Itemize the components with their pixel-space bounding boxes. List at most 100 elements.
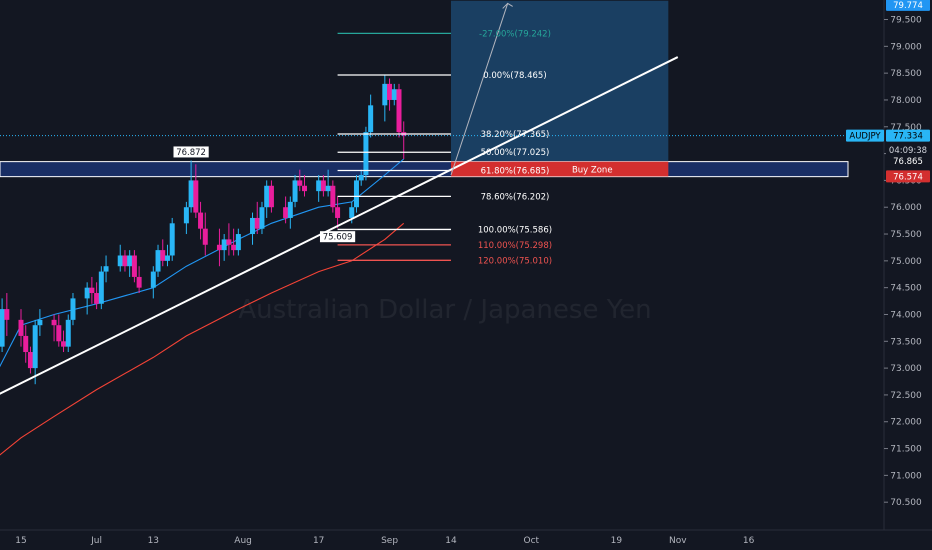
price-tick-label: 74.500 bbox=[890, 284, 922, 294]
candle-body bbox=[268, 185, 274, 208]
candle-body bbox=[51, 319, 57, 326]
target-box-layer bbox=[450, 0, 669, 177]
price-tag-label: 77.334 bbox=[893, 132, 923, 142]
candle-body bbox=[0, 309, 5, 347]
buy-zone[interactable] bbox=[450, 161, 669, 177]
projection-arrow[interactable] bbox=[450, 3, 509, 176]
price-tag-label: 79.774 bbox=[893, 1, 923, 11]
fib-level-label: 110.00%(75.298) bbox=[478, 241, 552, 251]
chart-watermark: Australian Dollar / Japanese Yen bbox=[238, 295, 651, 325]
candle-body bbox=[254, 217, 260, 229]
candle-body bbox=[84, 287, 90, 299]
time-tick-label: 15 bbox=[15, 536, 26, 546]
candle-body bbox=[363, 132, 369, 176]
fib-level-label: 100.00%(75.586) bbox=[478, 225, 552, 235]
time-tick-label: Sep bbox=[381, 536, 398, 546]
candle-body bbox=[160, 250, 166, 261]
target-box[interactable] bbox=[450, 0, 669, 177]
moving-average-slow bbox=[0, 222, 405, 456]
candle-body bbox=[264, 185, 270, 208]
candle-body bbox=[188, 180, 194, 208]
price-annotation-label: 76.872 bbox=[176, 148, 206, 158]
candle-body bbox=[89, 287, 95, 294]
price-tag-label: 76.574 bbox=[893, 172, 923, 182]
candle-body bbox=[325, 185, 331, 192]
price-tick-label: 78.500 bbox=[890, 69, 922, 79]
trendline[interactable] bbox=[0, 56, 679, 395]
price-tag bbox=[886, 143, 930, 156]
price-tick-label: 75.500 bbox=[890, 230, 922, 240]
price-annotation-box bbox=[319, 231, 356, 243]
price-tag-label: 76.865 bbox=[893, 157, 923, 167]
trendline-layer[interactable] bbox=[0, 2, 679, 395]
fib-level-label: -27.00%(79.242) bbox=[479, 29, 551, 39]
candle-body bbox=[330, 185, 336, 208]
price-tick-label: 73.000 bbox=[890, 364, 922, 374]
candle-body bbox=[302, 185, 307, 192]
price-annotation-label: 75.609 bbox=[323, 233, 353, 243]
fib-level-label: 38.20%(77.365) bbox=[481, 130, 550, 140]
price-tick-label: 71.000 bbox=[890, 471, 922, 481]
candle-body bbox=[391, 89, 397, 100]
price-axis-background[interactable] bbox=[884, 0, 932, 550]
projection-arrow-head bbox=[502, 2, 513, 9]
price-tag bbox=[886, 0, 930, 11]
candle-body bbox=[131, 255, 137, 277]
candle-body bbox=[226, 239, 232, 245]
candle-body bbox=[316, 180, 322, 192]
buy-zone-label: Buy Zone bbox=[572, 166, 613, 176]
candle-body bbox=[37, 319, 43, 326]
candles-layer bbox=[0, 75, 407, 385]
candle-body bbox=[164, 255, 170, 261]
candle-body bbox=[169, 223, 175, 256]
time-tick-label: Nov bbox=[669, 536, 687, 546]
price-tag bbox=[886, 154, 930, 167]
fib-level-label: 61.80%(76.685) bbox=[481, 166, 550, 176]
price-tick-label: 72.000 bbox=[890, 418, 922, 428]
candle-body bbox=[183, 207, 189, 224]
fibonacci-layer[interactable]: -27.00%(79.242) 0.00%(78.465) 38.20%(77.36… bbox=[337, 29, 553, 266]
candle-body bbox=[117, 255, 123, 267]
time-tick-label: 14 bbox=[445, 536, 457, 546]
candle-body bbox=[231, 244, 237, 251]
candle-body bbox=[202, 228, 208, 245]
candle-body bbox=[98, 271, 104, 304]
time-tick-label: Jul bbox=[90, 536, 102, 546]
candle-body bbox=[292, 180, 298, 202]
candle-body bbox=[56, 325, 62, 342]
candle-body bbox=[368, 105, 374, 133]
time-tick-label: 16 bbox=[743, 536, 755, 546]
symbol-tag bbox=[846, 129, 884, 142]
candle-body bbox=[27, 352, 33, 369]
candle-body bbox=[61, 341, 67, 347]
time-tick-label: 19 bbox=[611, 536, 623, 546]
candle-body bbox=[32, 325, 38, 369]
candle-body bbox=[122, 255, 128, 267]
candle-body bbox=[387, 83, 393, 100]
candle-body bbox=[250, 217, 256, 235]
candle-body bbox=[396, 89, 402, 133]
price-tick-label: 74.000 bbox=[890, 310, 922, 320]
candle-body bbox=[358, 175, 364, 181]
price-tag-label: 04:09:38 bbox=[889, 146, 927, 156]
time-axis-background[interactable] bbox=[0, 530, 932, 550]
price-tick-label: 72.500 bbox=[890, 391, 922, 401]
price-tick-label: 73.500 bbox=[890, 337, 922, 347]
candle-body bbox=[155, 250, 161, 272]
candle-body bbox=[136, 276, 142, 288]
candle-body bbox=[235, 234, 241, 251]
candle-body bbox=[94, 293, 100, 304]
candle-body bbox=[4, 309, 10, 320]
price-annotation-box bbox=[173, 146, 209, 158]
support-zone-layer: Buy Zone bbox=[0, 161, 849, 178]
candle-body bbox=[65, 319, 71, 347]
time-tick-label: Aug bbox=[234, 536, 252, 546]
time-tick-label: 13 bbox=[148, 536, 159, 546]
support-zone[interactable] bbox=[0, 161, 849, 178]
candle-body bbox=[103, 266, 109, 272]
candle-body bbox=[193, 180, 199, 213]
fib-level-label: 50.00%(77.025) bbox=[481, 148, 550, 158]
time-axis[interactable]: 15 Jul 13 Aug 17 Sep 14 Oct 19 Nov 16 bbox=[15, 536, 754, 546]
